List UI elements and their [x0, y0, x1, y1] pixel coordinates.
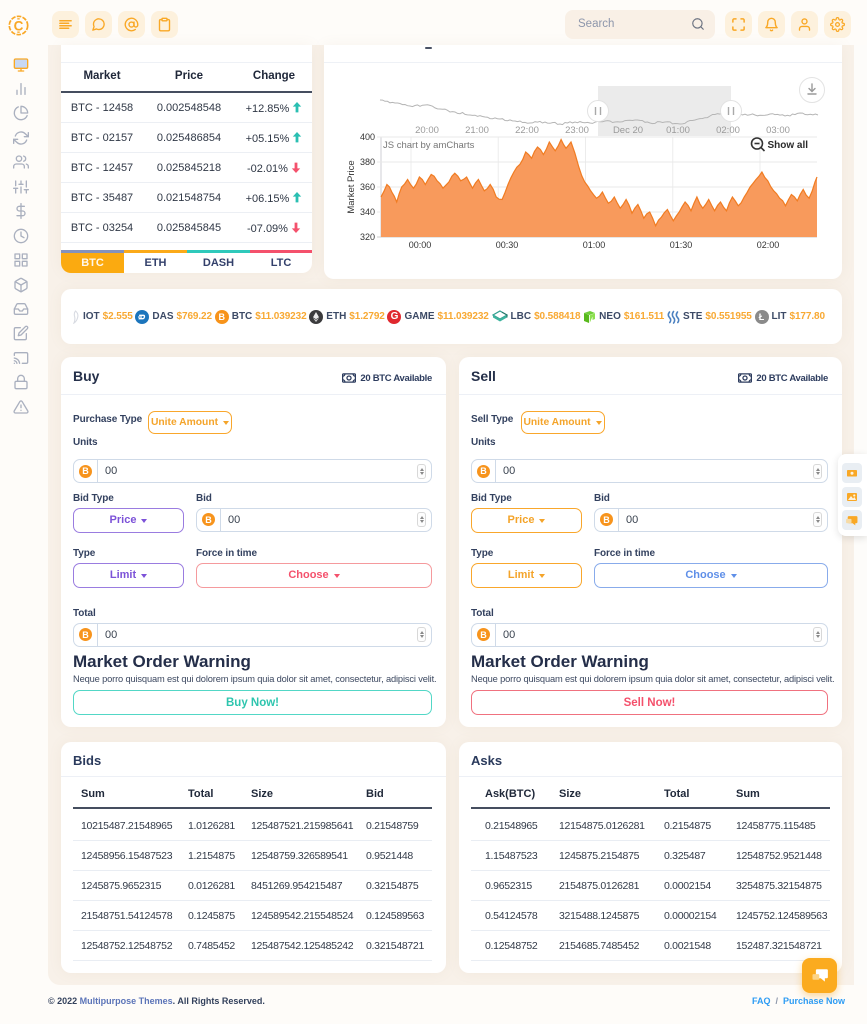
svg-text:C: C: [14, 18, 24, 33]
svg-text:400: 400: [360, 132, 375, 142]
svg-text:Show all: Show all: [767, 140, 808, 151]
svg-text:00:30: 00:30: [496, 240, 519, 250]
svg-text:21:00: 21:00: [465, 125, 489, 136]
svg-text:02:00: 02:00: [716, 125, 740, 136]
svg-text:340: 340: [360, 207, 375, 217]
svg-text:23:00: 23:00: [565, 125, 589, 136]
svg-text:Dec 20: Dec 20: [613, 125, 643, 136]
svg-text:Market Price: Market Price: [346, 160, 357, 213]
svg-text:380: 380: [360, 157, 375, 167]
svg-text:320: 320: [360, 232, 375, 242]
svg-text:03:00: 03:00: [766, 125, 790, 136]
svg-text:22:00: 22:00: [515, 125, 539, 136]
svg-text:360: 360: [360, 182, 375, 192]
svg-text:20:00: 20:00: [415, 125, 439, 136]
svg-text:00:00: 00:00: [409, 240, 432, 250]
svg-text:JS chart by amCharts: JS chart by amCharts: [383, 140, 475, 151]
svg-text:01:00: 01:00: [666, 125, 690, 136]
svg-text:02:00: 02:00: [757, 240, 780, 250]
svg-text:01:30: 01:30: [670, 240, 693, 250]
svg-text:01:00: 01:00: [583, 240, 606, 250]
